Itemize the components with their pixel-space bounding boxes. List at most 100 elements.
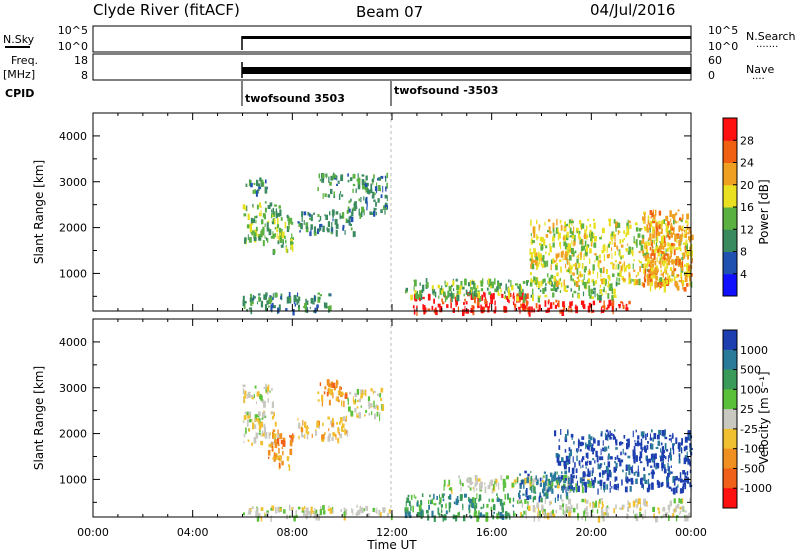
velocity-cell xyxy=(633,446,636,453)
power-cell xyxy=(260,209,262,213)
velocity-cell xyxy=(645,456,648,460)
velocity-cell xyxy=(304,506,306,510)
power-cell xyxy=(298,297,301,302)
velocity-cell xyxy=(670,465,672,468)
power-cell xyxy=(500,282,502,286)
power-cell xyxy=(568,243,571,250)
velocity-cell xyxy=(337,426,339,434)
velocity-cell xyxy=(418,504,422,512)
power-cell xyxy=(618,230,621,234)
power-cell xyxy=(531,306,533,313)
power-cell xyxy=(592,270,595,274)
velocity-cell xyxy=(564,510,566,514)
velocity-cell xyxy=(445,510,448,515)
power-cell xyxy=(246,224,250,229)
velocity-cell xyxy=(341,426,344,432)
power-colorbar-swatch xyxy=(723,140,737,163)
power-cell xyxy=(250,182,253,188)
power-cell xyxy=(637,272,640,276)
power-cell xyxy=(591,231,593,238)
velocity-cell xyxy=(529,486,533,491)
velocity-cell xyxy=(606,484,609,490)
velocity-cell xyxy=(600,480,603,484)
power-cell xyxy=(297,292,299,297)
power-cell xyxy=(331,227,333,230)
power-cell xyxy=(419,282,421,286)
power-cell xyxy=(615,226,617,232)
power-cell xyxy=(318,173,320,179)
power-cell xyxy=(642,216,645,221)
velocity-cell xyxy=(498,511,500,516)
velocity-cell xyxy=(678,454,681,459)
power-cell xyxy=(464,298,466,302)
power-cell xyxy=(536,219,538,225)
velocity-cell xyxy=(529,480,531,486)
power-cell xyxy=(651,249,654,256)
power-cell xyxy=(455,278,458,282)
velocity-cell xyxy=(526,495,530,501)
power-cell xyxy=(245,183,248,187)
velocity-cell xyxy=(517,498,521,502)
power-cell xyxy=(521,307,524,311)
velocity-cell xyxy=(408,514,412,518)
power-cell xyxy=(647,279,650,286)
velocity-cell xyxy=(625,472,627,479)
power-cell xyxy=(555,253,559,259)
velocity-cell xyxy=(376,411,379,417)
velocity-cell xyxy=(440,504,443,508)
velocity-cell xyxy=(668,507,670,513)
power-cell xyxy=(386,182,388,189)
velocity-cell xyxy=(605,465,609,473)
velocity-cell xyxy=(275,507,277,514)
velocity-cell xyxy=(550,501,552,504)
nave-tick-bottom: 0 xyxy=(708,69,715,82)
power-cell xyxy=(591,296,594,299)
velocity-cell xyxy=(541,504,544,511)
power-cell xyxy=(545,251,547,255)
power-cell xyxy=(465,289,468,295)
velocity-cell xyxy=(625,464,628,471)
power-cell xyxy=(305,227,309,233)
power-cell xyxy=(418,297,421,300)
power-cell xyxy=(572,293,574,298)
power-cell xyxy=(538,255,541,262)
power-cell xyxy=(427,293,431,301)
power-cell xyxy=(242,300,245,307)
velocity-cell xyxy=(363,508,365,512)
velocity-cell xyxy=(518,492,520,498)
power-cell xyxy=(548,252,550,256)
velocity-colorbar-swatch xyxy=(723,488,737,509)
velocity-cell xyxy=(340,417,343,423)
velocity-cell xyxy=(542,477,544,482)
power-cell xyxy=(350,198,352,202)
velocity-cell xyxy=(567,486,569,492)
power-cell xyxy=(663,240,665,244)
power-cell xyxy=(286,296,289,304)
velocity-regions xyxy=(242,379,693,523)
velocity-cell xyxy=(314,507,316,513)
power-cell xyxy=(271,296,273,303)
power-cell xyxy=(484,301,488,308)
velocity-region-11 xyxy=(517,470,569,503)
velocity-cell xyxy=(264,514,267,517)
power-cell xyxy=(577,262,581,269)
velocity-cell xyxy=(344,430,348,434)
velocity-cell xyxy=(469,498,472,504)
power-cell xyxy=(574,262,577,270)
power-cell xyxy=(674,233,677,237)
power-cell xyxy=(581,239,584,245)
power-cell xyxy=(265,237,267,241)
power-cell xyxy=(554,281,558,286)
power-cell xyxy=(663,253,666,261)
power-cell xyxy=(658,260,662,265)
power-cell xyxy=(368,189,371,195)
velocity-cell xyxy=(633,472,636,476)
power-cell xyxy=(488,281,492,287)
velocity-cell xyxy=(565,505,567,512)
velocity-cell xyxy=(620,459,624,463)
power-cell xyxy=(450,302,452,309)
velocity-cell xyxy=(587,472,591,477)
velocity-cell xyxy=(601,508,604,513)
power-cell xyxy=(613,288,616,295)
velocity-cell xyxy=(599,466,601,470)
